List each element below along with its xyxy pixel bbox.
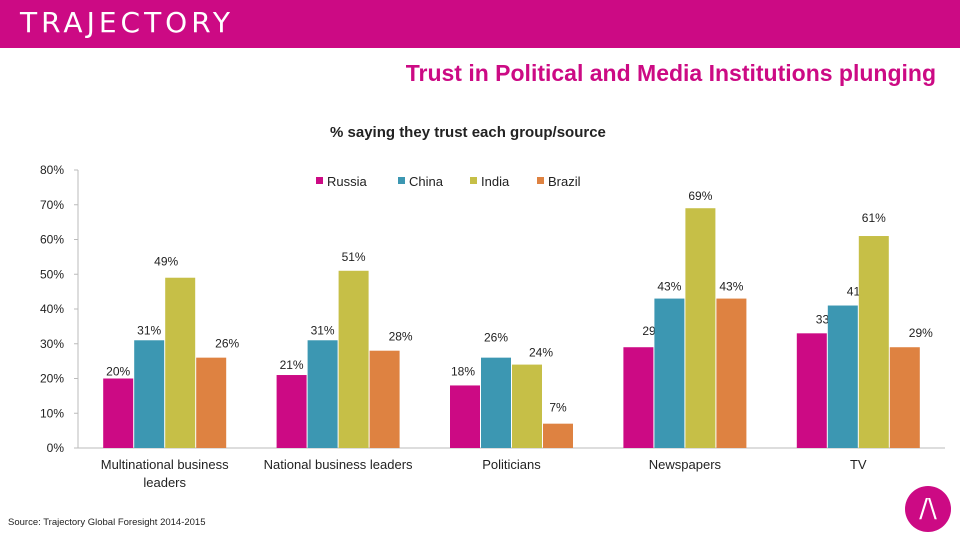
bar-india-1 <box>338 270 369 448</box>
x-category-label: Newspapers <box>649 457 722 472</box>
bar-brazil-0 <box>196 357 227 448</box>
bar-brazil-2 <box>543 423 573 448</box>
data-label: 61% <box>862 211 886 225</box>
data-label: 26% <box>484 331 508 345</box>
legend-swatch-brazil <box>537 177 544 184</box>
y-tick-label: 80% <box>40 163 64 177</box>
bar-russia-1 <box>276 375 307 448</box>
bar-india-0 <box>165 277 196 448</box>
bar-china-2 <box>481 357 511 448</box>
legend-swatch-russia <box>316 177 323 184</box>
bar-brazil-4 <box>889 347 920 448</box>
bar-russia-2 <box>450 385 480 448</box>
bar-russia-0 <box>103 378 134 448</box>
bar-india-4 <box>858 236 889 448</box>
x-category-label: National business leaders <box>264 457 413 472</box>
bar-brazil-3 <box>716 298 747 448</box>
bar-russia-4 <box>796 333 827 448</box>
legend-swatch-india <box>470 177 477 184</box>
legend-label: India <box>481 174 510 189</box>
header-bar: TRAJECTORY <box>0 0 960 48</box>
bar-china-0 <box>134 340 165 448</box>
data-label: 21% <box>280 358 304 372</box>
y-tick-label: 30% <box>40 337 64 351</box>
data-label: 24% <box>529 346 553 360</box>
data-label: 49% <box>154 255 178 269</box>
x-category-label: TV <box>850 457 867 472</box>
data-label: 43% <box>719 280 743 294</box>
bar-china-1 <box>307 340 338 448</box>
y-tick-label: 40% <box>40 302 64 316</box>
x-category-label: Politicians <box>482 457 541 472</box>
y-tick-label: 50% <box>40 267 64 281</box>
data-label: 20% <box>106 365 130 379</box>
data-label: 28% <box>389 330 413 344</box>
page-title: Trust in Political and Media Institution… <box>405 60 936 86</box>
data-label: 31% <box>311 323 335 337</box>
legend-label: Russia <box>327 174 368 189</box>
y-tick-label: 70% <box>40 198 64 212</box>
brand-logo-text: TRAJECTORY <box>20 6 234 39</box>
y-tick-label: 60% <box>40 233 64 247</box>
data-label: 26% <box>215 337 239 351</box>
data-label: 18% <box>451 364 475 378</box>
data-label: 31% <box>137 323 161 337</box>
data-label: 51% <box>342 250 366 264</box>
y-tick-label: 10% <box>40 406 64 420</box>
legend-swatch-china <box>398 177 405 184</box>
data-label: 69% <box>688 189 712 203</box>
legend-label: China <box>409 174 444 189</box>
data-label: 43% <box>657 280 681 294</box>
bar-india-3 <box>685 208 716 448</box>
x-category-label: Multinational business <box>101 457 229 472</box>
data-label: 29% <box>909 326 933 340</box>
legend-label: Brazil <box>548 174 581 189</box>
bar-china-4 <box>827 305 858 448</box>
trajectory-logo-icon: /\ <box>905 486 951 532</box>
bar-russia-3 <box>623 347 654 448</box>
bar-china-3 <box>654 298 685 448</box>
data-label: 7% <box>549 401 567 415</box>
y-tick-label: 0% <box>47 441 65 455</box>
bar-india-2 <box>512 364 542 448</box>
source-note: Source: Trajectory Global Foresight 2014… <box>8 517 206 528</box>
y-tick-label: 20% <box>40 372 64 386</box>
chart-subtitle: % saying they trust each group/source <box>330 124 606 141</box>
bar-brazil-1 <box>369 350 400 448</box>
x-category-label: leaders <box>143 475 186 490</box>
